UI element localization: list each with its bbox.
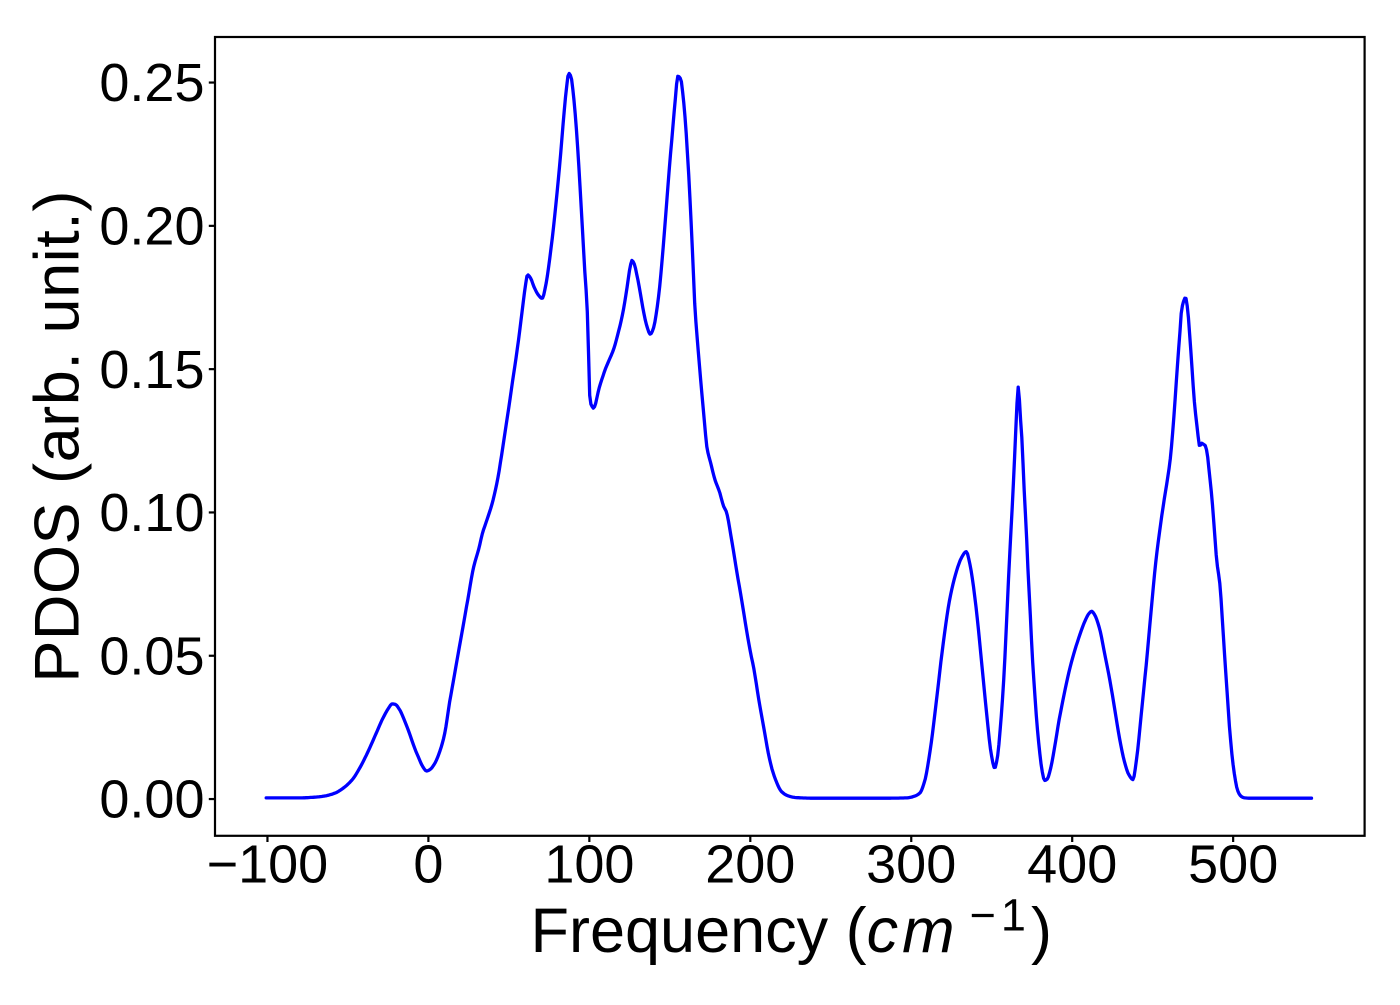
svg-text:PDOS (arb. unit.): PDOS (arb. unit.) bbox=[23, 190, 93, 683]
svg-text:0.20: 0.20 bbox=[99, 196, 204, 256]
svg-text:−100: −100 bbox=[207, 834, 329, 894]
svg-text:100: 100 bbox=[544, 834, 634, 894]
svg-text:300: 300 bbox=[866, 834, 956, 894]
svg-text:400: 400 bbox=[1027, 834, 1117, 894]
svg-text:0.00: 0.00 bbox=[99, 770, 204, 830]
svg-text:500: 500 bbox=[1188, 834, 1278, 894]
svg-text:0.15: 0.15 bbox=[99, 340, 204, 400]
svg-text:0.05: 0.05 bbox=[99, 626, 204, 686]
svg-text:200: 200 bbox=[705, 834, 795, 894]
svg-text:0.10: 0.10 bbox=[99, 483, 204, 543]
svg-text:0.25: 0.25 bbox=[99, 53, 204, 113]
svg-text:0: 0 bbox=[413, 834, 443, 894]
